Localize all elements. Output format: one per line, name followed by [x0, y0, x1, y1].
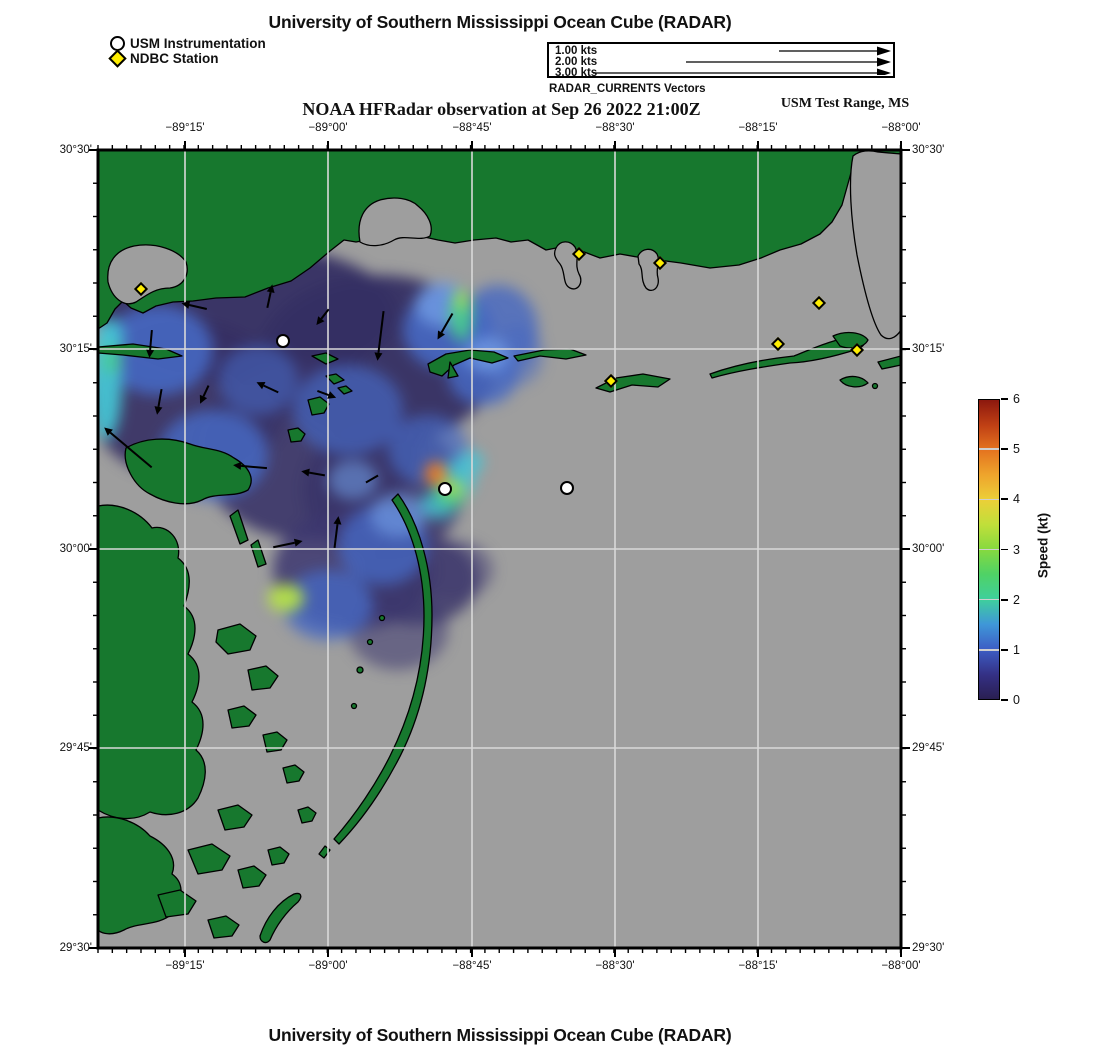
current-vector-arrow	[333, 523, 339, 549]
current-vector-arrow	[263, 384, 279, 394]
colorbar-gridline	[979, 448, 999, 450]
region-label: USM Test Range, MS	[780, 96, 910, 111]
colorbar-tick	[1001, 648, 1008, 651]
x-tick-label: −89°00'	[308, 122, 348, 134]
colorbar-tick-label: 5	[1013, 442, 1020, 457]
x-tick-label: −88°45'	[452, 122, 492, 134]
observation-subtitle: NOAA HFRadar observation at Sep 26 2022 …	[302, 99, 701, 119]
vector-scale-legend: 1.00 kts 2.00 kts 3.00 kts	[547, 42, 895, 79]
colorbar-gridline	[979, 548, 999, 551]
colorbar-label: Speed (kt)	[1035, 512, 1051, 579]
footer-title: University of Southern Mississippi Ocean…	[268, 1025, 732, 1045]
symbol-legend: USM Instrumentation NDBC Station	[108, 36, 266, 68]
current-vector-arrow	[377, 311, 385, 353]
y-tick-label: 30°15'	[59, 343, 92, 355]
x-tick-label: −89°15'	[165, 122, 205, 134]
map-canvas	[98, 150, 901, 948]
x-tick-label: −88°15'	[738, 122, 778, 134]
colorbar-tick	[1001, 498, 1008, 501]
legend-label-ndbc: NDBC Station	[130, 51, 219, 66]
vector-scale-2kt: 2.00 kts	[555, 56, 598, 68]
ndbc-diamond-icon	[108, 49, 127, 68]
x-tick-label: −88°00'	[881, 122, 921, 134]
colorbar-tick-label: 1	[1013, 642, 1020, 657]
usm-station-marker	[438, 482, 452, 496]
colorbar-gridline	[979, 498, 999, 501]
current-vector-arrow	[202, 385, 210, 397]
colorbar-tick-label: 0	[1013, 693, 1020, 707]
current-vector-arrow	[240, 464, 268, 470]
colorbar-tick	[1001, 598, 1008, 601]
y-tick-label: 30°00'	[59, 543, 92, 555]
colorbar-gridline	[979, 598, 999, 601]
current-vector-arrow	[189, 304, 207, 310]
colorbar-tick-label: 6	[1013, 392, 1020, 406]
colorbar-tick	[1001, 398, 1008, 400]
current-vector-arrow	[308, 471, 326, 477]
x-tick-label: −89°15'	[165, 960, 205, 972]
colorbar-tick-label: 2	[1013, 592, 1020, 607]
current-vector-arrow	[109, 431, 153, 469]
y-tick-label: 29°45'	[912, 742, 945, 754]
current-vector-arrow	[365, 474, 379, 484]
grid-and-vectors-layer	[98, 150, 901, 948]
y-tick-label: 30°30'	[912, 144, 945, 156]
x-tick-label: −88°00'	[881, 960, 921, 972]
current-vector-arrow	[266, 291, 272, 309]
current-vector-arrow	[440, 312, 454, 334]
current-vector-arrow	[273, 541, 295, 549]
current-vector-arrow	[157, 388, 163, 408]
x-tick-label: −88°15'	[738, 960, 778, 972]
current-vector-arrow	[149, 329, 153, 351]
y-tick-label: 29°30'	[59, 942, 92, 954]
colorbar-tick	[1001, 548, 1008, 551]
y-tick-label: 29°45'	[59, 742, 92, 754]
y-tick-label: 30°30'	[59, 144, 92, 156]
usm-station-marker	[560, 481, 574, 495]
x-tick-label: −89°00'	[308, 960, 348, 972]
x-tick-label: −88°30'	[595, 960, 635, 972]
y-tick-label: 29°30'	[912, 942, 945, 954]
colorbar-gridline	[979, 649, 999, 651]
y-tick-label: 30°15'	[912, 343, 945, 355]
colorbar-tick-label: 3	[1013, 542, 1020, 557]
legend-item-usm: USM Instrumentation	[110, 36, 266, 51]
x-tick-label: −88°30'	[595, 122, 635, 134]
vector-scale-3kt: 3.00 kts	[555, 67, 598, 79]
legend-item-ndbc: NDBC Station	[108, 49, 266, 68]
vector-scale-1kt: 1.00 kts	[555, 45, 598, 57]
colorbar-tick	[1001, 448, 1008, 451]
usm-station-marker	[276, 334, 290, 348]
colorbar-tick-label: 4	[1013, 492, 1020, 507]
vector-legend-caption: RADAR_CURRENTS Vectors	[549, 83, 706, 95]
current-vector-arrow	[317, 390, 329, 396]
y-tick-label: 30°00'	[912, 543, 945, 555]
legend-label-usm: USM Instrumentation	[130, 36, 266, 51]
vector-scale-arrows	[593, 46, 891, 75]
x-tick-label: −88°45'	[452, 960, 492, 972]
page-title: University of Southern Mississippi Ocean…	[268, 12, 732, 32]
colorbar-tick	[1001, 699, 1008, 701]
